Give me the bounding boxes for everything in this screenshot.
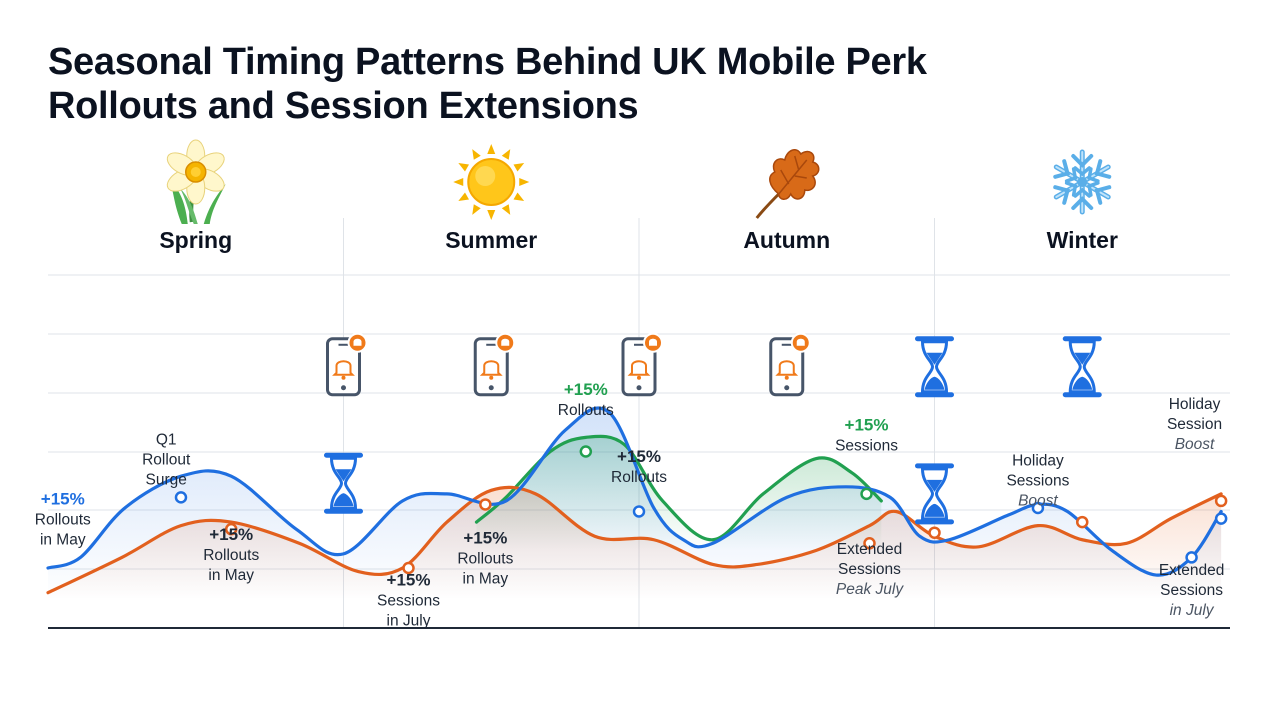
annotation-text: Peak July <box>836 581 904 598</box>
chart-title: Seasonal Timing Patterns Behind UK Mobil… <box>48 40 1148 128</box>
annotation-text: Rollout <box>142 451 191 468</box>
hourglass-icon <box>324 452 363 514</box>
daffodil-icon <box>166 139 226 224</box>
data-point-blue <box>1185 551 1198 564</box>
annotation-text: Session <box>1167 416 1222 433</box>
annotation: +15% Rollouts in May <box>35 489 91 548</box>
annotation: +15% Rollouts <box>611 447 667 486</box>
snowflake-icon <box>1053 149 1112 215</box>
phone-alert-icon <box>326 332 368 397</box>
data-point-green <box>579 445 593 458</box>
annotation-text: in July <box>387 613 431 630</box>
annotation-text: Holiday <box>1169 396 1221 413</box>
annotation: Q1 Rollout Surge <box>142 431 191 488</box>
annotation-text: in May <box>463 570 509 587</box>
annotation: Extended Sessions Peak July <box>836 541 904 598</box>
area-blue <box>48 407 1222 600</box>
annotation-text: +15% <box>845 415 889 434</box>
season-label: Autumn <box>743 227 830 253</box>
annotation-text: +15% <box>41 489 85 508</box>
annotation-text: Q1 <box>156 431 177 448</box>
data-point-green <box>860 487 873 501</box>
season-header-summer: Summer <box>445 144 537 253</box>
annotation-text: Sessions <box>838 561 901 578</box>
data-point-orange <box>1214 494 1228 508</box>
hourglass-icon <box>915 336 954 398</box>
annotation-text: in May <box>40 531 86 548</box>
hourglass-icon <box>1062 336 1102 398</box>
chart-title-line-1: Seasonal Timing Patterns Behind UK Mobil… <box>48 41 927 83</box>
annotation-text: +15% <box>209 525 253 544</box>
phone-alert-icon <box>473 332 516 397</box>
sun-icon <box>453 144 530 220</box>
annotation: Extended Sessions in July <box>1159 562 1225 619</box>
data-point-blue <box>632 505 646 518</box>
annotation-text: +15% <box>387 571 431 590</box>
annotation-text: Extended <box>837 541 903 558</box>
annotation-text: +15% <box>617 447 661 466</box>
annotation-text: Boost <box>1018 493 1058 510</box>
season-label: Summer <box>445 227 537 253</box>
data-point-blue <box>1031 501 1045 515</box>
annotation: +15% Sessions in July <box>377 571 440 630</box>
data-point-blue <box>1214 512 1228 525</box>
data-point-orange <box>402 561 415 575</box>
season-header-spring: Spring <box>159 139 232 253</box>
annotation: Holiday Sessions Boost <box>1006 453 1069 510</box>
data-point-orange <box>479 498 492 511</box>
annotation-text: in May <box>208 567 254 584</box>
season-label: Spring <box>159 227 232 253</box>
annotation-text: Sessions <box>377 593 440 610</box>
annotation-text: Rollouts <box>203 547 259 564</box>
phone-alert-icon <box>621 332 663 397</box>
annotation: +15% Sessions <box>835 415 898 454</box>
phone-alert-icon <box>769 332 811 397</box>
annotation-text: Surge <box>146 471 187 488</box>
annotation: +15% Rollouts in May <box>457 528 513 587</box>
annotation-text: in July <box>1170 602 1215 619</box>
annotation: Holiday Session Boost <box>1167 396 1222 453</box>
data-point-orange <box>1076 515 1089 529</box>
season-label: Winter <box>1047 227 1118 253</box>
annotation-text: Rollouts <box>457 550 513 567</box>
annotation-text: Sessions <box>1160 582 1223 599</box>
data-point-orange <box>928 526 941 539</box>
annotation-text: Rollouts <box>558 402 614 419</box>
series-line-blue <box>46 406 1223 577</box>
annotation-text: Sessions <box>1006 473 1069 490</box>
series-line-orange <box>46 485 1223 595</box>
data-point-blue <box>174 491 188 504</box>
annotation-text: Sessions <box>835 437 898 454</box>
annotation: +15% Rollouts in May <box>203 525 259 584</box>
data-point-orange <box>863 537 876 550</box>
hourglass-icon <box>915 463 954 525</box>
chart-title-line-2: Rollouts and Session Extensions <box>48 85 639 127</box>
annotation-text: +15% <box>463 528 507 547</box>
annotation: +15% Rollouts <box>558 380 614 419</box>
annotation-text: Extended <box>1159 562 1225 579</box>
season-header-winter: Winter <box>1047 149 1118 253</box>
annotation-text: Boost <box>1175 436 1215 453</box>
season-header-autumn: Autumn <box>743 149 830 253</box>
oak-leaf-icon <box>755 149 820 219</box>
annotation-text: Rollouts <box>35 511 91 528</box>
annotation-text: Rollouts <box>611 469 667 486</box>
data-point-orange <box>224 522 238 536</box>
annotation-text: Holiday <box>1012 453 1064 470</box>
annotation-text: +15% <box>564 380 608 399</box>
